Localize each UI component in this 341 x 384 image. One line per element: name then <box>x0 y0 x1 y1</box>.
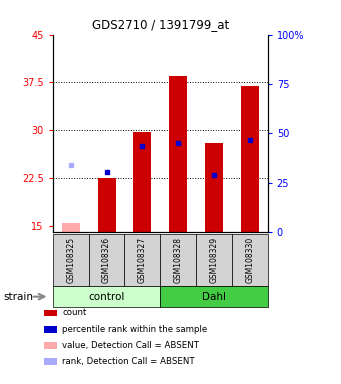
Text: GSM108329: GSM108329 <box>209 237 219 283</box>
Text: Dahl: Dahl <box>202 291 226 302</box>
Text: count: count <box>62 308 87 318</box>
Text: GSM108330: GSM108330 <box>245 237 254 283</box>
Bar <box>98 178 116 232</box>
Text: control: control <box>88 291 125 302</box>
Text: rank, Detection Call = ABSENT: rank, Detection Call = ABSENT <box>62 357 195 366</box>
Text: strain: strain <box>3 291 33 302</box>
Text: value, Detection Call = ABSENT: value, Detection Call = ABSENT <box>62 341 199 350</box>
Bar <box>241 86 259 232</box>
Bar <box>205 143 223 232</box>
Text: GSM108327: GSM108327 <box>138 237 147 283</box>
Text: GSM108325: GSM108325 <box>66 237 75 283</box>
Text: GSM108326: GSM108326 <box>102 237 111 283</box>
Bar <box>133 132 151 232</box>
Text: GDS2710 / 1391799_at: GDS2710 / 1391799_at <box>92 18 229 31</box>
Bar <box>169 76 187 232</box>
Text: GSM108328: GSM108328 <box>174 237 183 283</box>
Text: percentile rank within the sample: percentile rank within the sample <box>62 324 208 334</box>
Bar <box>62 223 80 232</box>
